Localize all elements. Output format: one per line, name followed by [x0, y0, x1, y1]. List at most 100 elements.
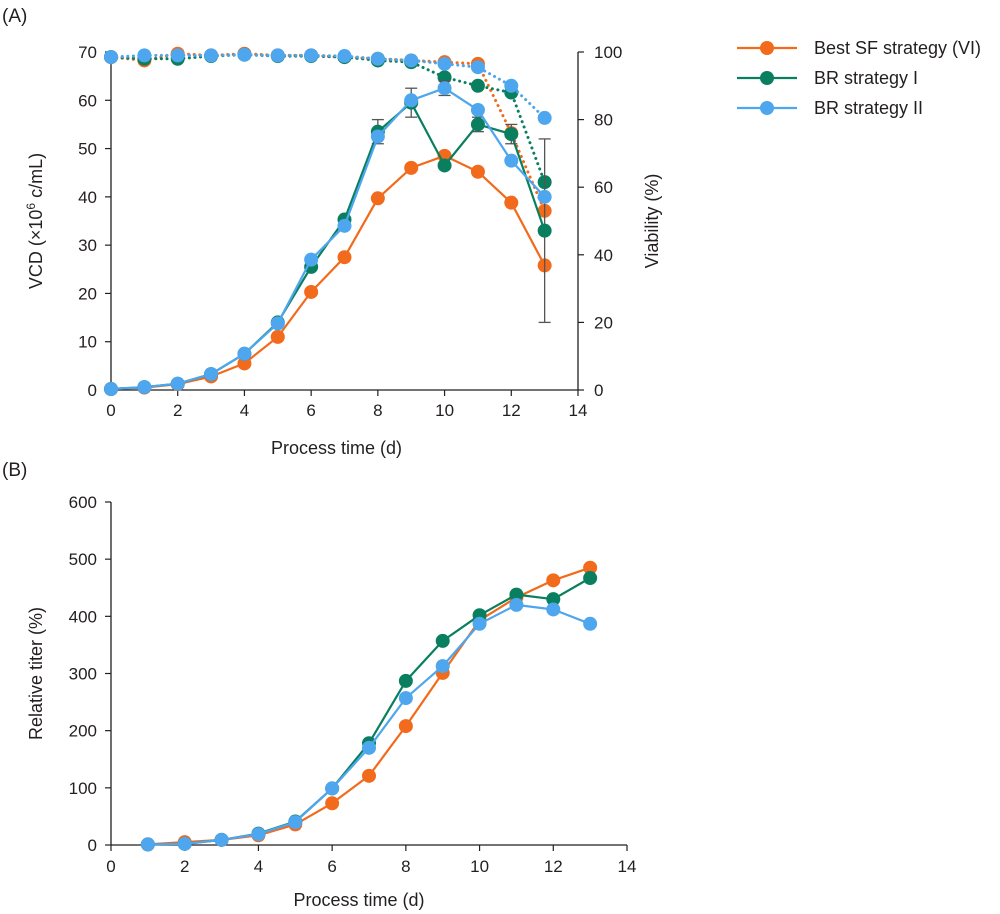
y2-tick-label: 0 — [594, 381, 603, 400]
x-tick-label: 10 — [470, 857, 489, 876]
data-point-br2-vcd — [337, 218, 352, 233]
data-point-br2-vcd — [237, 346, 252, 361]
y-tick-label: 70 — [78, 43, 97, 62]
series-line-br2-vcd — [110, 87, 546, 391]
panel-a: (A) 0 2 4 6 8 10 12 14 0 10 20 30 40 50 60 70 0 20 40 60 80 10… — [2, 6, 662, 458]
data-point-br2-titer — [140, 837, 155, 852]
x-axis-label: Process time (d) — [293, 890, 424, 910]
data-point-br2-vcd — [404, 93, 419, 108]
data-point-br2-titer — [288, 815, 303, 830]
data-point-br2-titer — [435, 659, 450, 674]
data-point-br2-vcd — [204, 367, 219, 382]
data-point-br2-titer — [325, 781, 340, 796]
data-point-best_sf-vcd — [237, 356, 252, 371]
y2-tick-label: 40 — [594, 246, 613, 265]
y-tick-label: 50 — [78, 140, 97, 159]
data-point-br2-vcd — [137, 380, 152, 395]
y-axis-label-main: VCD (×10 — [26, 210, 46, 290]
data-point-best_sf-titer — [362, 768, 376, 783]
data-point-br1-vcd — [470, 117, 485, 132]
y2-tick-label: 100 — [594, 43, 622, 62]
data-point-best_sf-titer — [325, 796, 340, 811]
y-tick-label: 30 — [78, 236, 97, 255]
x-tick-label: 2 — [180, 857, 189, 876]
data-point-br2-titer — [251, 827, 266, 842]
y2-tick-label: 80 — [594, 111, 613, 130]
data-point-br2-vcd — [437, 81, 452, 96]
x-axis-label: Process time (d) — [271, 438, 402, 458]
data-point-br2-titer — [583, 616, 598, 631]
y-tick-label: 100 — [69, 779, 97, 798]
legend-marker — [760, 71, 774, 85]
data-point-best_sf-vcd — [370, 191, 385, 206]
data-point-br2-titer — [398, 691, 413, 706]
x-tick-label: 12 — [502, 401, 521, 420]
panel-label-b: (B) — [2, 460, 27, 481]
legend: Best SF strategy (VI) BR strategy I BR str… — [737, 38, 981, 118]
y-axis-label: VCD (×106 c/mL) — [24, 153, 46, 289]
data-point-best_sf-titer — [583, 560, 598, 575]
y-tick-label: 300 — [69, 665, 97, 684]
series-line-br1-titer — [147, 577, 591, 846]
data-point-br2-titer — [177, 836, 192, 851]
y-tick-label: 10 — [78, 333, 97, 352]
data-point-br2-vcd — [370, 129, 385, 144]
y-tick-label: 400 — [69, 607, 97, 626]
data-point-best_sf-titer — [398, 719, 413, 734]
y-tick-label: 200 — [69, 722, 97, 741]
data-point-best_sf-vcd — [404, 160, 419, 175]
y2-tick-label: 20 — [594, 313, 613, 332]
data-point-br2-titer — [509, 597, 524, 612]
data-point-br2-titer — [546, 602, 561, 617]
data-point-br2-viability — [370, 51, 385, 66]
data-point-br2-viability — [304, 48, 319, 63]
data-point-br1-vcd — [437, 158, 452, 173]
y-tick-label: 40 — [78, 188, 97, 207]
legend-label: BR strategy I — [814, 68, 918, 88]
y-tick-label: 600 — [69, 493, 97, 512]
data-point-br2-viability — [504, 78, 519, 93]
x-tick-label: 4 — [240, 401, 249, 420]
data-point-br2-viability — [104, 50, 118, 65]
data-point-br2-viability — [204, 48, 219, 63]
data-point-best_sf-vcd — [504, 195, 519, 210]
x-tick-label: 0 — [106, 401, 115, 420]
data-point-br1-vcd — [504, 127, 519, 142]
data-point-br1-viability — [470, 78, 485, 93]
data-point-br2-vcd — [504, 153, 519, 168]
data-point-br2-viability — [470, 60, 485, 75]
data-point-br2-titer — [472, 616, 487, 631]
x-tick-label: 14 — [569, 401, 588, 420]
data-point-br2-viability — [537, 110, 552, 125]
panel-b: (B) 0 2 4 6 8 10 12 14 0 100 200 300 400 500 600 Process… — [2, 460, 636, 910]
series-line-best_sf-vcd — [110, 154, 546, 391]
x-tick-label: 10 — [435, 401, 454, 420]
legend-label: Best SF strategy (VI) — [814, 38, 981, 58]
data-point-br2-viability — [170, 48, 185, 63]
data-point-br1-vcd — [537, 223, 552, 238]
x-tick-label: 8 — [401, 857, 410, 876]
x-tick-label: 4 — [254, 857, 263, 876]
legend-marker — [760, 101, 774, 115]
y-axis-label-tail: c/mL) — [26, 153, 46, 203]
y-tick-label: 0 — [88, 381, 97, 400]
data-point-br2-vcd — [170, 376, 185, 391]
series-line-br1-vcd — [110, 101, 546, 391]
data-point-br2-titer — [214, 832, 229, 847]
data-point-br2-vcd — [104, 382, 118, 397]
data-point-br2-viability — [137, 48, 152, 63]
data-point-br1-titer — [583, 571, 598, 586]
y-tick-label: 20 — [78, 284, 97, 303]
x-tick-label: 2 — [173, 401, 182, 420]
data-point-br2-vcd — [470, 102, 485, 117]
x-tick-label: 14 — [618, 857, 637, 876]
x-tick-label: 6 — [327, 857, 336, 876]
series-line-best_sf-titer — [147, 566, 591, 846]
legend-label: BR strategy II — [814, 98, 923, 118]
y-tick-label: 60 — [78, 91, 97, 110]
x-tick-label: 6 — [306, 401, 315, 420]
legend-marker — [760, 41, 774, 55]
y2-tick-label: 60 — [594, 178, 613, 197]
data-point-br1-titer — [546, 592, 561, 607]
